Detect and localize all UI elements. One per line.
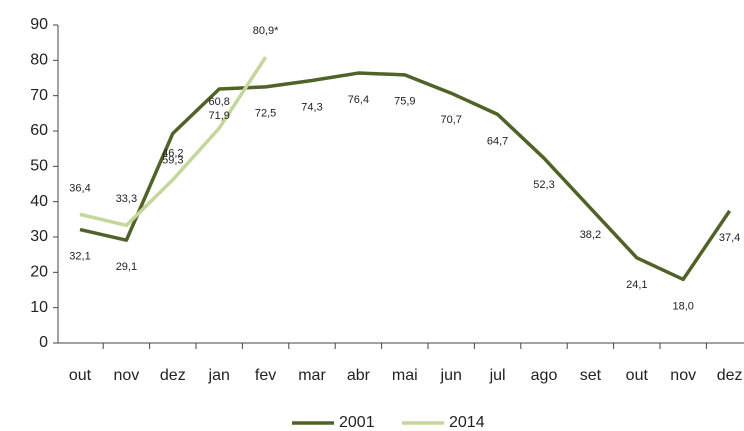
x-tick-label: nov [114,367,140,384]
data-label: 46,2 [162,148,183,160]
x-tick-label: out [69,367,92,384]
y-tick-label: 90 [30,16,48,33]
data-label: 60,8 [208,96,229,108]
x-tick-label: set [580,367,602,384]
y-tick-label: 30 [30,228,48,245]
y-tick-label: 20 [30,264,48,281]
y-tick-label: 70 [30,87,48,104]
data-label: 33,3 [116,193,137,205]
x-tick-label: jun [440,367,462,384]
x-tick-label: out [626,367,649,384]
x-tick-label: dez [717,367,743,384]
y-tick-label: 0 [39,334,48,351]
x-tick-label: ago [531,367,558,384]
data-label: 72,5 [255,108,276,120]
x-tick-label: fev [255,367,276,384]
x-tick-label: jul [489,367,506,384]
y-tick-label: 80 [30,52,48,69]
data-label: 36,4 [69,182,90,194]
series-line [79,71,732,282]
data-label: 64,7 [487,135,508,147]
x-tick-label: dez [160,367,186,384]
data-label: 70,7 [440,114,461,126]
data-label: 74,3 [301,101,322,113]
y-tick-label: 60 [30,122,48,139]
data-label: 52,3 [533,179,554,191]
series-line [79,56,268,228]
y-tick-label: 50 [30,158,48,175]
data-label: 38,2 [580,229,601,241]
x-tick-label: mai [392,367,418,384]
data-label: 59,3 [162,154,183,166]
data-label: 71,9 [208,110,229,122]
data-label: 32,1 [69,250,90,262]
x-tick-label: jan [208,367,230,384]
data-label: 24,1 [626,279,647,291]
data-label: 18,0 [672,300,693,312]
data-label: 37,4 [719,232,740,244]
data-label: 29,1 [116,261,137,273]
x-tick-label: abr [347,367,371,384]
legend-label: 2014 [449,414,485,431]
x-tick-label: mar [298,367,326,384]
y-tick-label: 10 [30,299,48,316]
data-label: 76,4 [348,94,369,106]
y-tick-label: 40 [30,193,48,210]
data-label: 80,9* [253,25,279,37]
legend-label: 2001 [339,414,375,431]
x-tick-label: nov [670,367,696,384]
data-label: 75,9 [394,96,415,108]
